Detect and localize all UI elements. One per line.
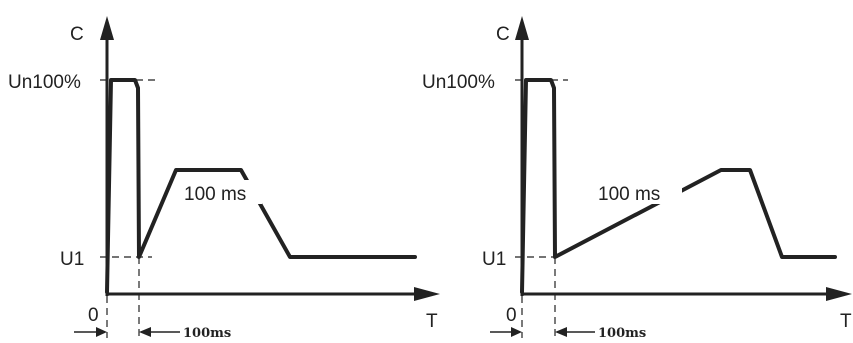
x-axis-arrow-icon [414, 287, 440, 301]
origin-label: 0 [506, 305, 517, 326]
ramp-duration-label: 100 ms [598, 184, 660, 205]
x-axis-label: T [426, 311, 438, 332]
voltage-waveform [520, 78, 837, 294]
ramp-duration-label: 100 ms [184, 184, 246, 205]
delay-duration-label: 100ms [598, 326, 646, 341]
level-low-label: U1 [482, 249, 506, 270]
x-axis-label: T [840, 311, 852, 332]
diagram-right: C T 0 Un100% U1 100 ms 100ms [422, 16, 852, 341]
level-low-label: U1 [60, 249, 84, 270]
delay-left-arrow-icon [511, 327, 522, 337]
origin-label: 0 [88, 305, 99, 326]
y-axis-label: C [70, 24, 84, 45]
level-high-label: Un100% [8, 72, 81, 93]
delay-right-arrow-icon [139, 327, 151, 337]
diagram-left: C T 0 Un100% U1 100 ms 100ms [8, 16, 440, 341]
delay-left-arrow-icon [96, 327, 107, 337]
delay-right-arrow-icon [555, 327, 567, 337]
y-axis-label: C [496, 24, 510, 45]
ramp-label-background [596, 180, 682, 204]
level-high-label: Un100% [422, 72, 495, 93]
y-axis-arrow-icon [100, 16, 114, 40]
y-axis-arrow-icon [515, 16, 529, 40]
delay-duration-label: 100ms [183, 326, 231, 341]
voltage-waveform [105, 78, 417, 294]
x-axis-arrow-icon [826, 287, 852, 301]
ramp-label-background [182, 180, 262, 204]
